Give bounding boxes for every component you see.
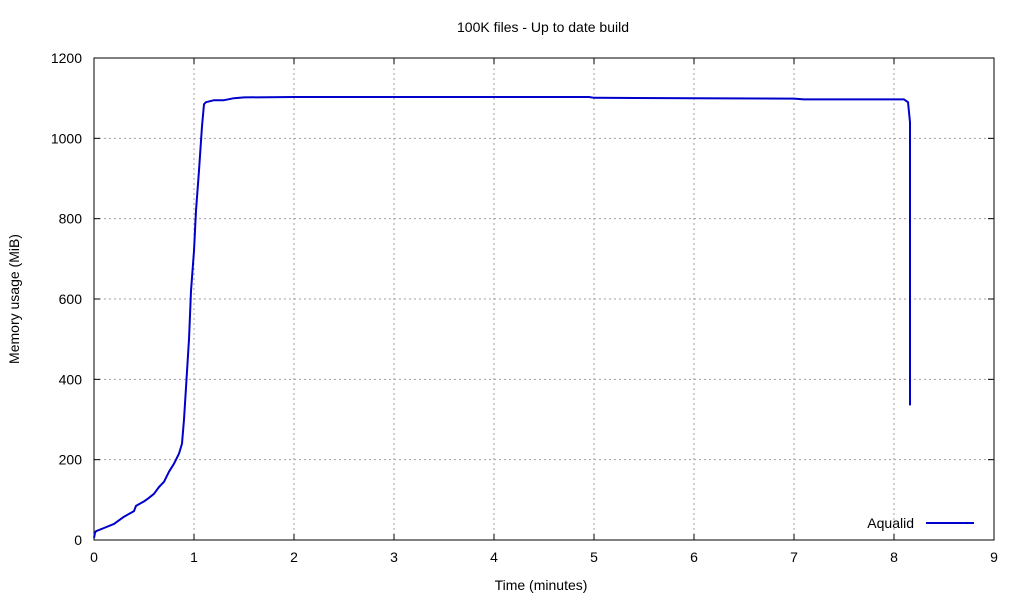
x-tick-label: 0 [90, 549, 98, 565]
legend: Aqualid [867, 515, 974, 531]
y-tick-labels: 0 200 400 600 800 1000 1200 [51, 50, 82, 548]
x-tick-label: 6 [690, 549, 698, 565]
x-tick-label: 2 [290, 549, 298, 565]
y-tick-label: 800 [59, 211, 83, 227]
y-tick-label: 1200 [51, 50, 82, 66]
axis-ticks [93, 57, 995, 541]
x-tick-label: 1 [190, 549, 198, 565]
x-axis-title: Time (minutes) [495, 577, 588, 593]
x-tick-label: 7 [790, 549, 798, 565]
y-tick-label: 200 [59, 452, 83, 468]
x-tick-label: 4 [490, 549, 498, 565]
grid-lines [94, 58, 994, 540]
series-line [93, 96, 911, 539]
y-tick-label: 0 [74, 532, 82, 548]
y-tick-label: 600 [59, 291, 83, 307]
y-tick-label: 1000 [51, 130, 82, 146]
series-group [93, 96, 911, 539]
x-tick-label: 5 [590, 549, 598, 565]
x-tick-labels: 0 1 2 3 4 5 6 7 8 9 [90, 549, 998, 565]
y-tick-label: 400 [59, 371, 83, 387]
chart-title: 100K files - Up to date build [457, 19, 629, 35]
x-tick-label: 3 [390, 549, 398, 565]
y-axis-title: Memory usage (MiB) [6, 234, 22, 364]
x-tick-label: 9 [990, 549, 998, 565]
legend-label: Aqualid [867, 515, 914, 531]
x-tick-label: 8 [890, 549, 898, 565]
